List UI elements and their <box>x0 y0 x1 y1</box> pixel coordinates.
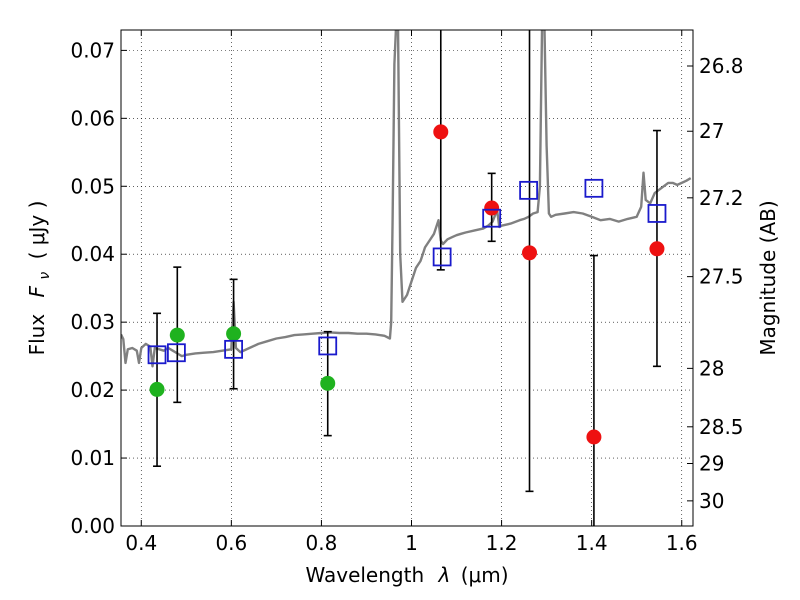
y2-tick-label: 27 <box>699 119 724 143</box>
axis-ticks: 0.4 0.6 0.8 1 1.2 1.4 1.6 0.00 0.01 0.02 0.03 0.04 0… <box>70 30 744 555</box>
y2-tick-label: 27.5 <box>699 265 744 289</box>
x-tick-label: 1 <box>405 531 418 555</box>
x-tick-label: 1.4 <box>576 531 608 555</box>
blue-square-point <box>519 180 539 200</box>
x-tick-label: 1.6 <box>666 531 698 555</box>
model-spectrum <box>121 30 692 368</box>
red-point <box>433 124 449 140</box>
y2-tick-label: 30 <box>699 489 724 513</box>
y-tick-label: 0.04 <box>70 242 115 266</box>
y2-axis-label: Magnitude (AB) <box>756 200 780 355</box>
blue-square-point <box>224 339 243 359</box>
y-tick-label: 0.07 <box>70 38 115 62</box>
error-bars <box>153 30 661 526</box>
blue-square-point <box>584 178 604 198</box>
x-tick-label: 0.8 <box>306 531 338 555</box>
x-tick-label: 1.2 <box>486 531 518 555</box>
grid <box>121 30 693 526</box>
x-tick-label: 0.4 <box>125 531 157 555</box>
x-axis-label: Wavelength λ (μm) <box>305 563 508 587</box>
green-point <box>149 381 165 397</box>
y-tick-label: 0.01 <box>70 446 115 470</box>
red-point <box>522 245 538 261</box>
red-point <box>484 200 500 216</box>
y-tick-label: 0.06 <box>70 106 115 130</box>
x-tick-label: 0.6 <box>215 531 247 555</box>
blue-square-point <box>166 343 186 363</box>
red-point <box>586 429 602 445</box>
data-markers <box>147 124 667 445</box>
y-tick-label: 0.02 <box>70 378 115 402</box>
model-spectrum-line <box>121 30 692 368</box>
blue-square-point <box>318 336 338 356</box>
plot-frame <box>120 29 694 527</box>
blue-square-point <box>647 204 667 223</box>
green-point <box>226 326 242 342</box>
blue-square-point <box>482 208 502 228</box>
y2-tick-label: 29 <box>699 451 724 475</box>
y2-tick-label: 28 <box>699 356 724 380</box>
y-tick-label: 0.05 <box>70 174 115 198</box>
y2-tick-label: 28.5 <box>699 415 744 439</box>
y2-tick-label: 27.2 <box>699 186 744 210</box>
green-point <box>169 327 185 343</box>
y-tick-label: 0.00 <box>70 514 115 538</box>
green-point <box>320 375 336 391</box>
blue-square-point <box>147 345 167 365</box>
y2-tick-label: 26.8 <box>699 54 744 78</box>
red-point <box>649 241 665 257</box>
y-axis-label: Flux F ν ( μJy ) <box>25 201 54 356</box>
y-tick-label: 0.03 <box>70 310 115 334</box>
blue-square-point <box>432 247 452 267</box>
